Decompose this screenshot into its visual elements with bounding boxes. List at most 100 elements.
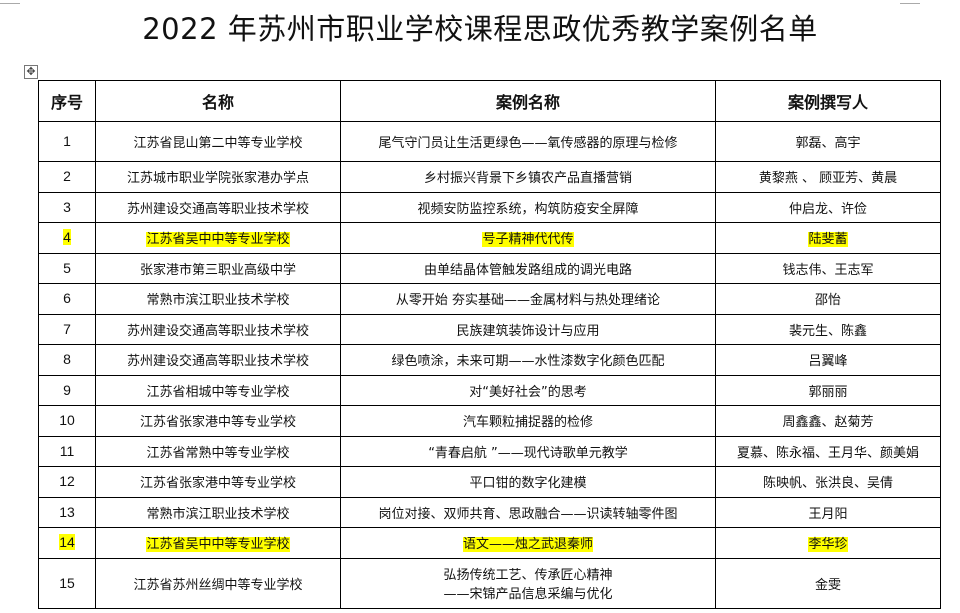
table-header-row: 序号 名称 案例名称 案例撰写人 — [38, 80, 941, 122]
cell-school-text: 江苏省昆山第二中等专业学校 — [133, 136, 303, 151]
cell-no-text: 4 — [63, 229, 71, 246]
cell-case: “青春启航 ”——现代诗歌单元教学 — [340, 435, 716, 467]
page-corner-mark — [0, 0, 20, 4]
cell-no: 4 — [38, 222, 96, 254]
cell-case-text: 对“美好社会”的思考 — [469, 384, 587, 400]
cell-school-text: 苏州建设交通高等职业技术学校 — [126, 323, 309, 339]
cell-school-text: 江苏省苏州丝绸中等专业学校 — [133, 577, 303, 593]
cell-case-text: 乡村振兴背景下乡镇农产品直播营销 — [423, 171, 632, 187]
cell-authors-text: 郭丽丽 — [808, 384, 848, 400]
cell-no-text: 11 — [59, 442, 75, 459]
cell-school-text: 江苏省吴中中等专业学校 — [146, 232, 290, 248]
cell-no-text: 10 — [59, 412, 75, 429]
cell-school-text: 江苏城市职业学院张家港办学点 — [126, 171, 309, 187]
cell-case-text: 绿色喷涂，未来可期——水性漆数字化颜色匹配 — [391, 354, 665, 370]
cell-no: 2 — [38, 161, 96, 193]
page-corner-mark — [900, 0, 920, 4]
cell-authors: 郭磊、高宇 — [715, 121, 941, 162]
cell-no-text: 7 — [63, 320, 71, 337]
table-row: 3 苏州建设交通高等职业技术学校 视频安防监控系统，构筑防疫安全屏障 仲启龙、许俭 — [38, 191, 941, 223]
cell-case-text: 平口钳的数字化建模 — [469, 476, 587, 492]
cell-authors-text: 黄黎燕 、 顾亚芳、黄晨 — [758, 171, 898, 187]
cell-authors: 王月阳 — [715, 496, 941, 528]
cell-authors: 裴元生、陈鑫 — [715, 313, 941, 345]
cell-school: 江苏省张家港中等专业学校 — [95, 466, 341, 498]
cell-no-text: 14 — [59, 534, 75, 551]
cell-case-text: ——宋锦产品信息采编与优化 — [443, 587, 613, 602]
cell-authors: 陆斐蓄 — [715, 222, 941, 254]
cell-case-text: 语文——烛之武退秦师 — [462, 537, 593, 553]
cell-authors-text: 李华珍 — [808, 537, 848, 553]
cell-school: 江苏省张家港中等专业学校 — [95, 405, 341, 437]
cell-school-text: 江苏省张家港中等专业学校 — [139, 415, 296, 431]
cell-case-text: 民族建筑装饰设计与应用 — [456, 323, 600, 339]
cell-school: 江苏省苏州丝绸中等专业学校 — [95, 557, 341, 609]
header-no: 序号 — [38, 80, 96, 122]
cell-school: 张家港市第三职业高级中学 — [95, 252, 341, 284]
cell-school: 苏州建设交通高等职业技术学校 — [95, 344, 341, 376]
cell-authors-text: 夏慕、陈永福、王月华、颜美娟 — [736, 445, 919, 461]
cell-no: 15 — [38, 557, 96, 609]
cell-no-text: 5 — [63, 259, 71, 276]
cell-no: 13 — [38, 496, 96, 528]
table-row: 9 江苏省相城中等专业学校 对“美好社会”的思考 郭丽丽 — [38, 374, 941, 406]
cell-school-text: 苏州建设交通高等职业技术学校 — [126, 201, 309, 217]
header-case: 案例名称 — [340, 80, 716, 122]
table-row: 8 苏州建设交通高等职业技术学校 绿色喷涂，未来可期——水性漆数字化颜色匹配 吕翼峰 — [38, 344, 941, 376]
cell-no-text: 13 — [59, 503, 75, 520]
cell-authors-text: 陈映帆、张洪良、吴倩 — [762, 476, 893, 492]
cell-school: 苏州建设交通高等职业技术学校 — [95, 313, 341, 345]
table-row: 10 江苏省张家港中等专业学校 汽车颗粒捕捉器的检修 周鑫鑫、赵菊芳 — [38, 405, 941, 437]
cell-school: 常熟市滨江职业技术学校 — [95, 496, 341, 528]
table-row: 6 常熟市滨江职业技术学校 从零开始 夯实基础——金属材料与热处理绪论 邵怡 — [38, 283, 941, 315]
cell-no-text: 6 — [63, 290, 71, 307]
cell-case: 弘扬传统工艺、传承匠心精神 ——宋锦产品信息采编与优化 — [340, 557, 716, 609]
cell-authors-text: 王月阳 — [808, 506, 848, 522]
cell-no-text: 8 — [63, 351, 71, 368]
cell-authors: 陈映帆、张洪良、吴倩 — [715, 466, 941, 498]
cell-case: 民族建筑装饰设计与应用 — [340, 313, 716, 345]
cell-authors-text: 陆斐蓄 — [808, 232, 848, 248]
cell-school: 江苏省昆山第二中等专业学校 — [95, 121, 341, 162]
cell-school: 江苏省常熟中等专业学校 — [95, 435, 341, 467]
cell-case-text: 号子精神代代传 — [482, 232, 574, 248]
cell-no: 8 — [38, 344, 96, 376]
table-row: 4 江苏省吴中中等专业学校 号子精神代代传 陆斐蓄 — [38, 222, 941, 254]
cell-authors: 金雯 — [715, 557, 941, 609]
cell-no: 14 — [38, 527, 96, 559]
cell-authors-text: 仲启龙、许俭 — [788, 201, 867, 217]
cell-no: 3 — [38, 191, 96, 223]
cell-authors: 李华珍 — [715, 527, 941, 559]
cell-school-text: 苏州建设交通高等职业技术学校 — [126, 354, 309, 370]
cell-no: 1 — [38, 121, 96, 162]
cell-case: 从零开始 夯实基础——金属材料与热处理绪论 — [340, 283, 716, 315]
cell-school-text: 江苏省常熟中等专业学校 — [146, 445, 290, 461]
cell-case: 汽车颗粒捕捉器的检修 — [340, 405, 716, 437]
table-row: 14 江苏省吴中中等专业学校 语文——烛之武退秦师 李华珍 — [38, 527, 941, 559]
cell-case: 语文——烛之武退秦师 — [340, 527, 716, 559]
cell-school: 苏州建设交通高等职业技术学校 — [95, 191, 341, 223]
cell-authors: 郭丽丽 — [715, 374, 941, 406]
cell-authors-text: 裴元生、陈鑫 — [788, 323, 867, 339]
cell-case-text: 视频安防监控系统，构筑防疫安全屏障 — [417, 201, 639, 217]
cell-case: 号子精神代代传 — [340, 222, 716, 254]
cell-authors-text: 钱志伟、王志军 — [782, 262, 874, 278]
cell-no: 12 — [38, 466, 96, 498]
cell-school: 江苏省吴中中等专业学校 — [95, 222, 341, 254]
cell-case: 视频安防监控系统，构筑防疫安全屏障 — [340, 191, 716, 223]
cell-school: 江苏省相城中等专业学校 — [95, 374, 341, 406]
cell-school-text: 江苏省吴中中等专业学校 — [146, 537, 290, 553]
cell-authors: 吕翼峰 — [715, 344, 941, 376]
cell-case-text: 尾气守门员让生活更绿色——氧传感器的原理与检修 — [378, 136, 678, 151]
cell-no-text: 15 — [59, 574, 75, 591]
cell-no: 6 — [38, 283, 96, 315]
cell-authors-text: 郭磊、高宇 — [795, 136, 861, 151]
table-row: 7 苏州建设交通高等职业技术学校 民族建筑装饰设计与应用 裴元生、陈鑫 — [38, 313, 941, 345]
cell-no-text: 1 — [63, 133, 71, 149]
table-row: 1 江苏省昆山第二中等专业学校 尾气守门员让生活更绿色——氧传感器的原理与检修 郭磊、… — [38, 121, 941, 162]
cell-school-text: 江苏省相城中等专业学校 — [146, 384, 290, 400]
table-row: 15 江苏省苏州丝绸中等专业学校 弘扬传统工艺、传承匠心精神 ——宋锦产品信息采编与优… — [38, 557, 941, 609]
table-move-handle-icon[interactable]: ✥ — [24, 65, 38, 79]
table-row: 5 张家港市第三职业高级中学 由单结晶体管触发路组成的调光电路 钱志伟、王志军 — [38, 252, 941, 284]
cell-authors: 黄黎燕 、 顾亚芳、黄晨 — [715, 161, 941, 193]
